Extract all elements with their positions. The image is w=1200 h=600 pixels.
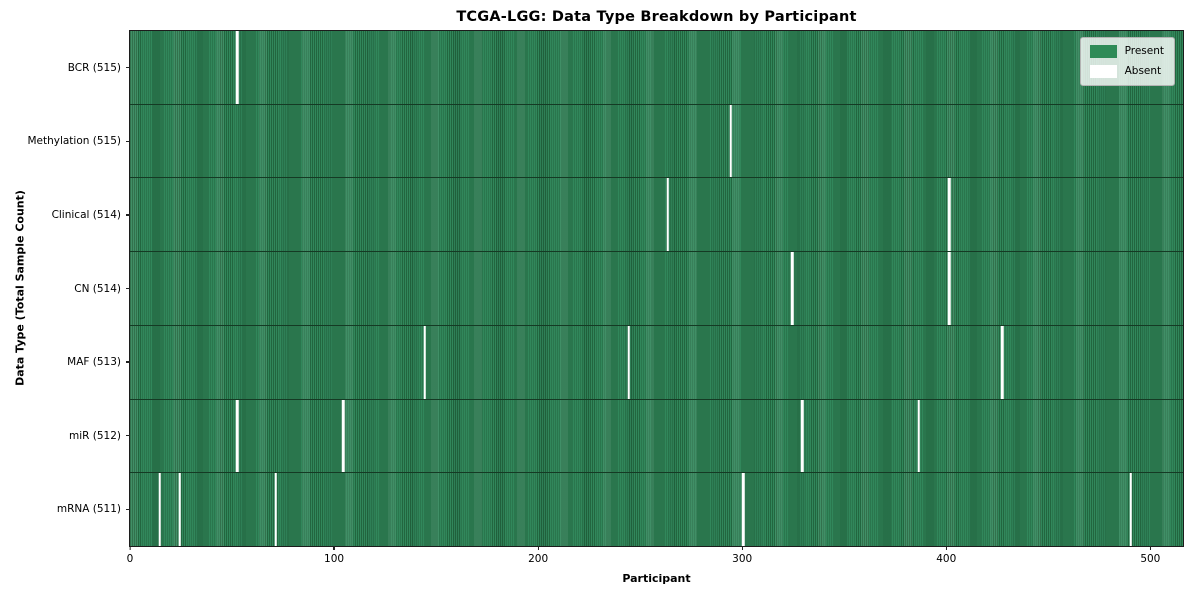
absent-gap-cn-324 [790,252,794,325]
x-tick-label: 0 [126,553,134,565]
y-tick-mark [126,67,130,69]
y-tick-bcr: BCR (515) [68,62,130,74]
x-tick-500: 500 [1140,546,1160,565]
absent-gap-mir-386 [917,399,920,473]
y-tick-mark [126,214,130,216]
legend-entry-absent: Absent [1089,65,1164,78]
y-tick-label: miR (512) [68,429,121,442]
legend-entry-present: Present [1089,45,1164,58]
y-tick-label: Clinical (514) [51,208,121,221]
y-tick-label: CN (514) [74,282,121,295]
absent-gap-mrna-14 [158,473,161,547]
heatmap-row-methylation [130,104,1183,179]
absent-gap-maf-427 [1001,325,1004,399]
y-tick-methylation: Methylation (515) [27,135,130,147]
x-tick-400: 400 [936,546,956,565]
heatmap-plot-area: Present Absent BCR (515) Methylation (515… [27,30,1184,565]
absent-gap-mrna-490 [1129,473,1133,547]
x-tick-mark [741,546,743,550]
heatmap-row-bcr [130,31,1183,105]
heatmap-row-mir [130,399,1183,474]
x-tick-mark [537,546,539,550]
absent-gap-mrna-24 [178,473,182,547]
x-tick-100: 100 [324,546,344,565]
legend: Present Absent [1079,37,1175,86]
legend-label-present: Present [1124,45,1164,57]
absent-gap-cn-401 [948,252,951,325]
y-tick-mark [126,435,130,437]
heatmap-row-mrna [130,473,1183,547]
y-tick-label: mRNA (511) [56,503,121,516]
x-tick-label: 200 [528,553,549,565]
chart-title: TCGA-LGG: Data Type Breakdown by Partici… [456,9,857,25]
absent-gap-maf-244 [627,325,631,399]
heatmap-row-cn [130,252,1183,326]
y-axis-title: Data Type (Total Sample Count) [13,190,27,386]
y-tick-maf: MAF (513) [67,356,130,368]
x-tick-mark [945,546,947,550]
y-tick-cn: CN (514) [74,283,130,295]
y-tick-mark [126,140,130,142]
y-tick-label: Methylation (515) [27,135,121,148]
x-tick-mark [129,546,131,550]
y-tick-mark [126,508,130,510]
absent-gap-maf-144 [423,325,427,399]
x-tick-label: 500 [1140,553,1161,565]
legend-label-absent: Absent [1124,65,1162,77]
x-tick-200: 200 [528,546,548,565]
absent-gap-mir-329 [801,399,804,473]
heatmap-rows [130,31,1183,547]
x-tick-label: 100 [324,553,345,565]
y-tick-label: MAF (513) [67,356,121,369]
heatmap-row-clinical [130,178,1183,253]
y-tick-mir: miR (512) [69,430,130,442]
legend-swatch-absent-icon [1089,65,1117,78]
x-tick-label: 300 [732,553,753,565]
absent-gap-mrna-300 [741,473,745,547]
y-tick-mark [126,361,130,363]
y-tick-mrna: mRNA (511) [57,503,130,515]
absent-gap-mir-104 [342,399,345,473]
y-tick-clinical: Clinical (514) [52,209,130,221]
x-tick-mark [1149,546,1151,550]
absent-gap-clinical-263 [666,178,669,252]
x-tick-mark [333,546,335,550]
absent-gap-mrna-71 [274,473,278,547]
x-axis-title: Participant [622,572,691,585]
heatmap-row-maf [130,325,1183,400]
absent-gap-bcr-52 [235,31,239,104]
absent-gap-methylation-294 [729,104,733,178]
x-tick-label: 400 [936,553,957,565]
x-tick-300: 300 [732,546,752,565]
x-tick-0: 0 [126,546,134,565]
absent-gap-clinical-401 [948,178,951,252]
y-tick-label: BCR (515) [67,61,121,74]
y-tick-mark [126,287,130,290]
legend-swatch-present-icon [1089,45,1117,58]
absent-gap-mir-52 [235,399,239,473]
